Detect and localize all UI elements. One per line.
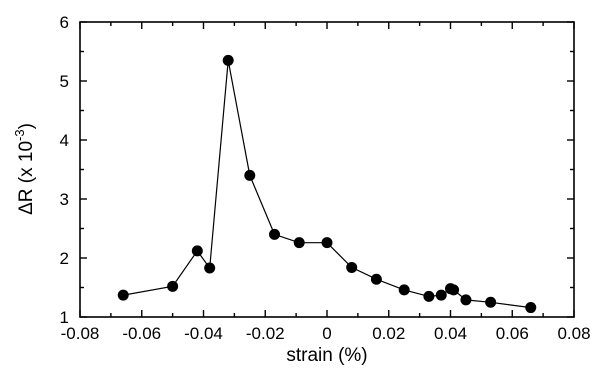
- data-point: [525, 302, 537, 314]
- x-tick-label: -0.06: [122, 324, 161, 343]
- x-tick-label: 0: [322, 324, 331, 343]
- y-tick-label: 4: [60, 131, 69, 150]
- data-point: [167, 280, 179, 292]
- data-point: [485, 296, 497, 308]
- x-tick-label: -0.02: [246, 324, 285, 343]
- y-tick-label: 2: [60, 249, 69, 268]
- data-point: [398, 284, 410, 296]
- y-tick-label: 1: [60, 308, 69, 327]
- y-axis-label-main: ΔR (x 10: [16, 141, 37, 215]
- data-point: [423, 290, 435, 302]
- data-point: [293, 237, 305, 249]
- series-layer: [117, 54, 537, 314]
- y-axis-label-exponent: -3: [12, 129, 27, 141]
- data-point: [204, 262, 216, 274]
- data-point: [269, 228, 281, 240]
- y-axis-label: ΔR (x 10-3): [12, 123, 37, 215]
- data-point: [191, 245, 203, 257]
- data-point: [117, 289, 129, 301]
- x-tick-label: 0.04: [434, 324, 467, 343]
- data-point: [321, 237, 333, 249]
- x-tick-label: -0.08: [61, 324, 100, 343]
- series-line: [123, 60, 531, 309]
- y-tick-label: 3: [60, 190, 69, 209]
- axis-ticks: [79, 21, 575, 318]
- data-point: [435, 289, 447, 301]
- x-tick-label: 0.02: [372, 324, 405, 343]
- data-point: [460, 294, 472, 306]
- x-tick-label: 0.08: [557, 324, 590, 343]
- y-axis-label-close: ): [16, 123, 37, 129]
- x-axis-label: strain (%): [286, 345, 367, 366]
- data-point: [370, 273, 382, 285]
- data-point: [244, 169, 256, 181]
- y-tick-label: 6: [60, 13, 69, 32]
- x-tick-label: -0.04: [184, 324, 223, 343]
- axis-tick-labels: -0.08 -0.06 -0.04 -0.02 0 0.02 0.04 0.06 0.08 1 2 3…: [60, 13, 591, 343]
- y-tick-label: 5: [60, 72, 69, 91]
- data-point: [346, 261, 358, 273]
- plot-frame: [79, 21, 575, 318]
- data-point: [448, 284, 460, 296]
- x-tick-label: 0.06: [496, 324, 529, 343]
- data-point: [222, 54, 234, 66]
